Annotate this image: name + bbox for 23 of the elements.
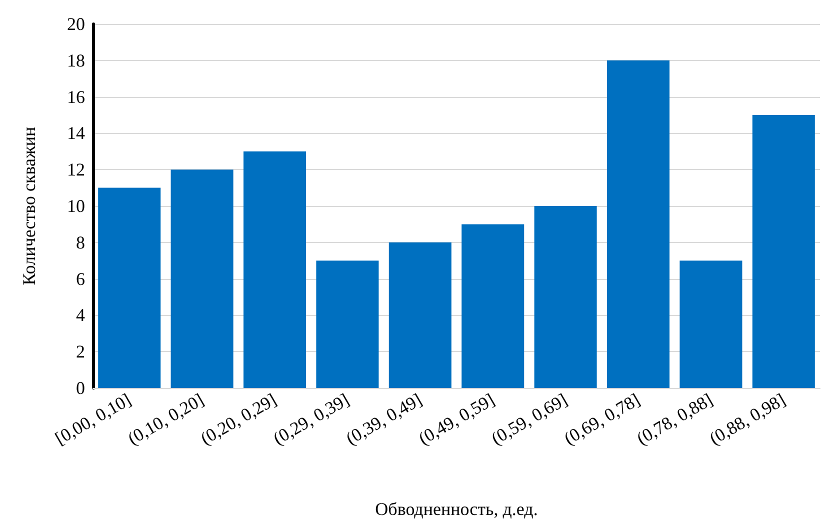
bar xyxy=(606,60,670,388)
y-tick-label: 16 xyxy=(67,86,85,107)
y-tick-label: 12 xyxy=(67,160,85,180)
y-tick-label: 20 xyxy=(67,14,85,34)
bar xyxy=(170,170,234,388)
bar xyxy=(316,260,379,388)
bar xyxy=(243,151,306,388)
y-tick-label: 10 xyxy=(67,196,85,216)
y-tick-label: 8 xyxy=(76,232,85,252)
bar xyxy=(98,188,161,388)
bar xyxy=(534,206,597,388)
bar xyxy=(388,242,452,388)
y-tick-label: 2 xyxy=(76,342,85,362)
bar xyxy=(752,115,815,388)
y-tick-label: 4 xyxy=(76,305,85,326)
bar xyxy=(462,224,524,388)
y-tick-label: 0 xyxy=(76,378,85,398)
y-tick-label: 18 xyxy=(67,50,85,70)
y-tick-label: 6 xyxy=(76,268,85,289)
y-tick-label: 14 xyxy=(67,123,85,144)
bar xyxy=(680,260,742,388)
y-axis-title: Количество скважин xyxy=(19,126,39,286)
x-axis-title: Обводненность, д.ед. xyxy=(375,499,538,519)
